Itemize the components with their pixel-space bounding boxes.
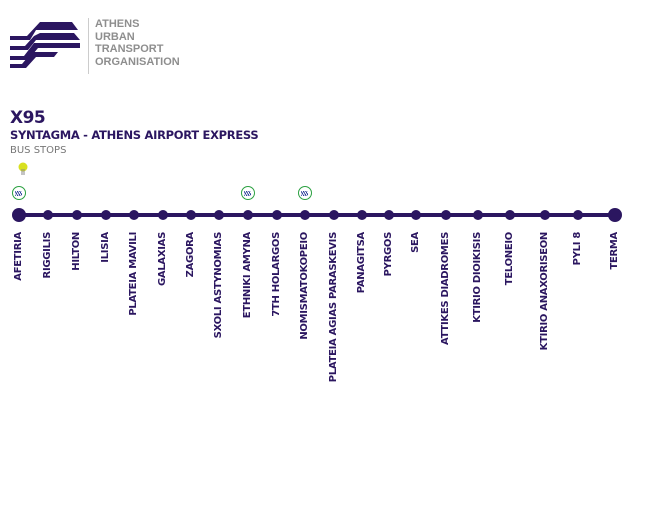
stop-marker[interactable] — [101, 210, 111, 220]
stop-label: HILTON — [71, 232, 82, 271]
stop-marker[interactable] — [505, 210, 515, 220]
stop-label: ILISIA — [100, 232, 111, 263]
stop-marker[interactable] — [129, 210, 139, 220]
stop-marker[interactable] — [473, 210, 483, 220]
stop-label: SEA — [410, 232, 421, 253]
stop-label: PYLI 8 — [572, 232, 583, 266]
stop-label: PANAGITSA — [356, 232, 367, 294]
oasa-logo — [10, 22, 80, 68]
stop-marker[interactable] — [272, 210, 282, 220]
stop-marker[interactable] — [72, 210, 82, 220]
metro-icon — [240, 186, 255, 200]
tram-icon — [18, 162, 28, 175]
stop-marker[interactable] — [608, 208, 622, 222]
stop-marker[interactable] — [43, 210, 53, 220]
metro-icon — [297, 186, 312, 200]
stop-label: KTIRIO DIOIKISIS — [472, 232, 483, 323]
stop-marker[interactable] — [158, 210, 168, 220]
stop-marker[interactable] — [329, 210, 339, 220]
stop-marker[interactable] — [411, 210, 421, 220]
org-line: URBAN — [95, 30, 135, 43]
org-line: ORGANISATION — [95, 55, 180, 68]
stop-marker[interactable] — [441, 210, 451, 220]
stop-label: ATTIKES DIADROMES — [440, 232, 451, 345]
stop-label: SXOLI ASTYNOMIAS — [213, 232, 224, 339]
stop-label: PYRGOS — [383, 232, 394, 277]
stop-marker[interactable] — [243, 210, 253, 220]
org-line: ATHENS — [95, 18, 140, 30]
stop-marker[interactable] — [214, 210, 224, 220]
stop-label: KTIRIO ANAXORISEON — [539, 232, 550, 351]
stop-marker[interactable] — [186, 210, 196, 220]
stop-marker[interactable] — [384, 210, 394, 220]
stop-label: ETHNIKI AMYNA — [242, 232, 253, 319]
org-line: TRANSPORT — [95, 43, 164, 55]
stop-marker[interactable] — [540, 210, 550, 220]
stop-label: ZAGORA — [185, 232, 196, 278]
stop-marker[interactable] — [300, 210, 310, 220]
stop-label: NOMISMATOKOPEIO — [299, 232, 310, 340]
route-number: X95 — [10, 108, 46, 128]
stop-label: TERMA — [609, 232, 620, 270]
stop-marker[interactable] — [12, 208, 26, 222]
stop-marker[interactable] — [573, 210, 583, 220]
organisation-name: ATHENS URBAN TRANSPORT ORGANISATION — [88, 18, 180, 74]
stop-marker[interactable] — [357, 210, 367, 220]
stop-label: 7TH HOLARGOS — [271, 232, 282, 317]
stop-label: RIGGILIS — [42, 232, 53, 279]
route-line — [19, 213, 616, 217]
metro-icon — [11, 186, 26, 200]
stop-label: PLATEIA AGIAS PARASKEVIS — [328, 232, 339, 383]
route-title: SYNTAGMA - ATHENS AIRPORT EXPRESS — [10, 128, 259, 142]
stop-label: PLATEIA MAVILI — [128, 232, 139, 316]
stop-label: TELONEIO — [504, 232, 515, 286]
route-subtitle: BUS STOPS — [10, 145, 67, 156]
stop-label: GALAXIAS — [157, 232, 168, 287]
stop-label: AFETIRIA — [13, 232, 24, 281]
